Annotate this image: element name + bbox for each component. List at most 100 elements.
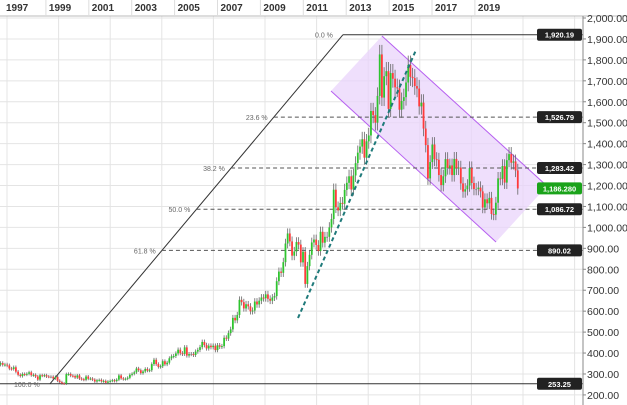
y-tick-label: 200.00 <box>587 390 619 402</box>
candle-body <box>420 102 423 107</box>
candle-body <box>490 197 493 214</box>
candle-body <box>196 349 199 352</box>
candle-body <box>273 296 276 298</box>
price-tag <box>537 244 582 257</box>
candle-body <box>365 141 368 158</box>
candle-body <box>275 281 278 297</box>
candle-body <box>271 297 274 301</box>
candle-body <box>310 242 313 255</box>
candle-body <box>135 368 138 373</box>
fibonacci-retracement[interactable]: 0.0 % 23.6 % 38.2 % 50.0 % 61.8 % 100.0 % <box>0 33 583 389</box>
candle-body <box>133 372 136 374</box>
y-tick-label: 600.00 <box>587 306 619 318</box>
candle-body <box>405 82 407 98</box>
candle-body <box>319 231 322 252</box>
candles <box>0 44 519 385</box>
candle-body <box>17 371 19 375</box>
candle-body <box>144 368 147 372</box>
candle-body <box>131 373 133 375</box>
x-tick-label: 2003 <box>135 3 158 14</box>
candle-body <box>339 202 342 211</box>
candle-body <box>321 231 324 243</box>
candle-body <box>153 359 155 365</box>
y-tick-label: 1,200.00 <box>587 181 627 193</box>
candle-body <box>236 314 239 321</box>
candle-body <box>280 271 282 273</box>
x-axis-band <box>0 0 627 16</box>
candle-body <box>315 239 318 245</box>
candle-body <box>514 161 517 171</box>
candle-body <box>210 345 212 348</box>
candle-body <box>278 271 280 282</box>
y-tick-label: 700.00 <box>587 285 619 297</box>
candle-body <box>464 189 467 192</box>
candle-body <box>352 175 355 190</box>
candle-body <box>374 115 377 123</box>
candle-body <box>87 376 90 379</box>
candle-body <box>231 317 234 330</box>
candle-body <box>120 375 123 379</box>
candle-body <box>78 375 81 379</box>
candle-body <box>288 233 291 242</box>
candle-body <box>431 144 434 163</box>
x-tick-label: 2001 <box>92 3 115 14</box>
candle-body <box>102 380 105 382</box>
candle-body <box>36 376 39 380</box>
candle-body <box>109 380 112 382</box>
channel-top-line[interactable] <box>381 35 548 187</box>
candle-body <box>76 375 79 378</box>
candle-body <box>50 376 52 378</box>
x-tick-label: 2007 <box>221 3 244 14</box>
candle-body <box>223 337 226 347</box>
candle-body <box>65 374 68 384</box>
candle-body <box>61 382 63 384</box>
candle-body <box>424 128 427 146</box>
candle-body <box>126 377 129 379</box>
candle-body <box>363 139 366 158</box>
candle-body <box>45 375 48 377</box>
candle-body <box>69 373 72 376</box>
y-tick-label: 1,000.00 <box>587 222 627 234</box>
candle-body <box>286 233 289 244</box>
candle-body <box>492 213 495 215</box>
candle-body <box>98 379 101 381</box>
candle-body <box>475 189 478 191</box>
candle-body <box>350 176 353 190</box>
candle-body <box>113 380 116 382</box>
channel-bottom-line[interactable] <box>330 90 497 243</box>
fib-level-label: 38.2 % <box>203 166 225 173</box>
candle-body <box>52 376 55 379</box>
last-price-label: 1,186.280 <box>543 184 576 193</box>
candle-body <box>30 372 33 376</box>
candle-body <box>429 162 432 179</box>
candle-body <box>446 159 449 168</box>
candle-body <box>4 364 6 366</box>
candle-body <box>400 100 403 110</box>
candle-body <box>256 301 258 305</box>
candle-body <box>56 376 59 381</box>
candle-body <box>387 71 390 109</box>
candle-body <box>427 145 429 179</box>
candle-body <box>82 379 85 381</box>
candle-body <box>71 375 74 377</box>
candle-body <box>381 54 383 98</box>
candle-body <box>284 243 287 263</box>
candle-body <box>505 160 508 183</box>
x-tick-label: 1997 <box>6 3 29 14</box>
y-tick-label: 1,900.00 <box>587 34 627 46</box>
candle-body <box>402 97 405 101</box>
candle-body <box>348 176 350 183</box>
candle-body <box>398 88 401 110</box>
candle-body <box>234 317 236 321</box>
candle-body <box>203 341 206 346</box>
candle-body <box>302 251 304 263</box>
price-channel[interactable] <box>331 36 547 242</box>
candle-body <box>299 244 302 263</box>
candle-body <box>361 139 364 147</box>
candle-body <box>418 88 421 107</box>
candle-body <box>157 364 160 367</box>
price-tag-label: 1,920.19 <box>545 31 574 40</box>
fib-level-label: 61.8 % <box>134 248 156 255</box>
candle-body <box>411 76 414 79</box>
